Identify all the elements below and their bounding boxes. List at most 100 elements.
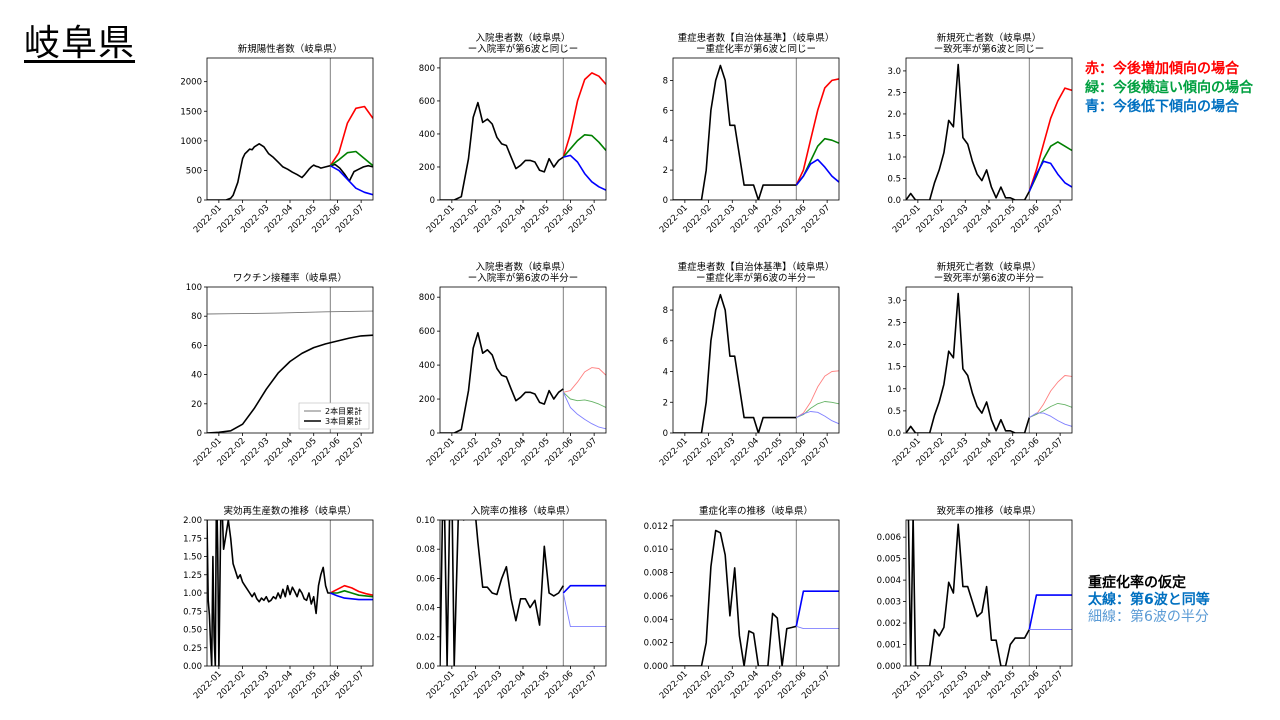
y-tick-label: 600 <box>419 97 435 107</box>
y-tick-label: 400 <box>419 361 435 371</box>
y-tick-label: 0.005 <box>877 555 901 565</box>
series-line-blue <box>795 590 839 627</box>
plot-frame <box>439 57 607 201</box>
chart-title: ー重症化率が第6波と同じー <box>696 43 816 55</box>
y-tick-label: 2 <box>663 398 668 408</box>
series-line-green <box>796 401 839 419</box>
chart-title: ー致死率が第6波の半分ー <box>934 272 1045 284</box>
scenario-legend: 赤：今後増加傾向の場合 緑：今後横這い傾向の場合 青：今後低下傾向の場合 <box>1085 60 1253 117</box>
y-tick-label: 500 <box>186 166 202 176</box>
plot-frame <box>206 286 374 434</box>
y-tick-label: 3.0 <box>887 296 901 306</box>
observed-line <box>907 520 1031 666</box>
y-tick-label: 0.10 <box>416 516 435 526</box>
y-tick-label: 3.0 <box>887 67 901 77</box>
chart-title: 入院率の推移（岐阜県） <box>471 505 576 517</box>
series-line-blue <box>1029 412 1072 427</box>
y-tick-label: 0 <box>430 429 435 439</box>
chart-title: ワクチン接種率（岐阜県） <box>233 272 347 284</box>
series-line-red <box>562 72 606 158</box>
series-line-blue <box>1028 160 1072 192</box>
y-tick-label: 2.5 <box>887 88 901 98</box>
y-tick-label: 0.010 <box>644 545 668 555</box>
chart-svg: 重症患者数【自治体基準】（岐阜県）ー重症化率が第6波の半分ー024682022-… <box>658 261 840 468</box>
assumption-thick: 太線：第6波と同等 <box>1088 592 1210 608</box>
y-tick-label: 0.04 <box>416 604 435 614</box>
chart-title: 重症患者数【自治体基準】（岐阜県） <box>678 32 835 44</box>
series-line-green <box>562 391 606 408</box>
chart-svg: 入院率の推移（岐阜県）0.000.020.040.060.080.102022-… <box>416 505 607 701</box>
chart-title: 重症患者数【自治体基準】（岐阜県） <box>678 261 835 273</box>
y-tick-label: 1.0 <box>887 385 901 395</box>
y-tick-label: 0 <box>197 196 202 206</box>
y-tick-label: 4 <box>663 136 668 146</box>
chart-title: 新規死亡者数（岐阜県） <box>937 261 1042 273</box>
series-line-red <box>329 105 373 167</box>
series-line-green <box>329 150 373 167</box>
y-tick-label: 200 <box>419 163 435 173</box>
chart-hospitalized_half: 入院患者数（岐阜県） ー入院率が第6波の半分ー 0 200 400 600 800 2022-… <box>392 253 612 477</box>
chart-svg: 入院患者数（岐阜県）ー入院率が第6波と同じー02004006008002022-… <box>419 32 607 235</box>
chart-new_cases: 新規陽性者数（岐阜県） 0 500 1000 1500 2000 2022-01 2022-0… <box>159 24 379 244</box>
y-tick-label: 0.006 <box>877 533 901 543</box>
y-tick-label: 1.25 <box>183 571 202 581</box>
chart-svg: 新規陽性者数（岐阜県）05001000150020002022-012022-0… <box>180 43 374 235</box>
chart-svg: ワクチン接種率（岐阜県）0204060801002022-012022-0220… <box>186 272 374 468</box>
y-tick-label: 6 <box>663 337 668 347</box>
observed-line <box>440 101 564 200</box>
y-tick-label: 0.002 <box>644 639 668 649</box>
y-tick-label: 2.00 <box>183 516 202 526</box>
y-tick-label: 2.0 <box>887 110 901 120</box>
legend-green: 緑：今後横這い傾向の場合 <box>1085 80 1253 96</box>
plot-frame <box>206 519 374 667</box>
y-tick-label: 100 <box>186 283 202 293</box>
y-tick-label: 1.50 <box>183 553 202 563</box>
plot-frame <box>439 519 607 667</box>
y-tick-label: 2.0 <box>887 341 901 351</box>
y-tick-label: 800 <box>419 293 435 303</box>
y-tick-label: 800 <box>419 64 435 74</box>
y-tick-label: 0.000 <box>644 662 668 672</box>
series-line-green <box>330 590 373 598</box>
series-line-green <box>1029 402 1072 418</box>
y-tick-label: 0.0 <box>887 196 901 206</box>
y-tick-label: 600 <box>419 327 435 337</box>
y-tick-label: 0.02 <box>416 633 435 643</box>
plot-frame <box>672 519 840 667</box>
y-tick-label: 0.000 <box>877 662 901 672</box>
series-line-blue <box>796 625 839 630</box>
chart-title: 入院患者数（岐阜県） <box>475 261 570 273</box>
chart-death_rate: 致死率の推移（岐阜県） 0.000 0.001 0.002 0.003 0.004 0.00… <box>858 486 1078 710</box>
y-tick-label: 0 <box>197 429 202 439</box>
y-tick-label: 0.006 <box>644 592 668 602</box>
observed-line <box>440 332 564 433</box>
chart-svg: 入院患者数（岐阜県）ー入院率が第6波の半分ー02004006008002022-… <box>419 261 607 468</box>
series-line-red <box>796 370 839 418</box>
y-tick-label: 1.75 <box>183 534 202 544</box>
y-tick-label: 0 <box>663 429 668 439</box>
y-tick-label: 0 <box>430 196 435 206</box>
legend-blue: 青：今後低下傾向の場合 <box>1085 99 1239 115</box>
observed-line <box>673 529 797 666</box>
series-line-gray-2本目累計 <box>207 310 373 315</box>
y-tick-label: 1.0 <box>887 153 901 163</box>
plot-frame <box>905 57 1073 201</box>
series-line-red <box>795 78 839 186</box>
series-line-blue <box>563 154 606 191</box>
y-tick-label: 1.5 <box>887 363 901 373</box>
chart-severe_rate: 重症化率の推移（岐阜県） 0.000 0.002 0.004 0.006 0.008 0.0… <box>625 486 845 710</box>
chart-severe_half: 重症患者数【自治体基準】（岐阜県） ー重症化率が第6波の半分ー 0 2 4 6 8 2022-… <box>625 253 845 477</box>
y-tick-label: 0.75 <box>183 607 202 617</box>
series-line-black-3本目累計 <box>207 334 373 433</box>
chart-title: ー致死率が第6波と同じー <box>934 43 1045 55</box>
observed-line <box>906 63 1031 200</box>
chart-title: 重症化率の推移（岐阜県） <box>699 505 813 517</box>
y-tick-label: 0.00 <box>183 662 202 672</box>
y-tick-label: 1.00 <box>183 589 202 599</box>
y-tick-label: 0.50 <box>183 626 202 636</box>
observed-line <box>207 520 331 666</box>
y-tick-label: 0.5 <box>887 407 901 417</box>
chart-title: 実効再生産数の推移（岐阜県） <box>223 505 356 517</box>
y-tick-label: 0 <box>663 196 668 206</box>
series-line-red <box>1029 375 1072 418</box>
